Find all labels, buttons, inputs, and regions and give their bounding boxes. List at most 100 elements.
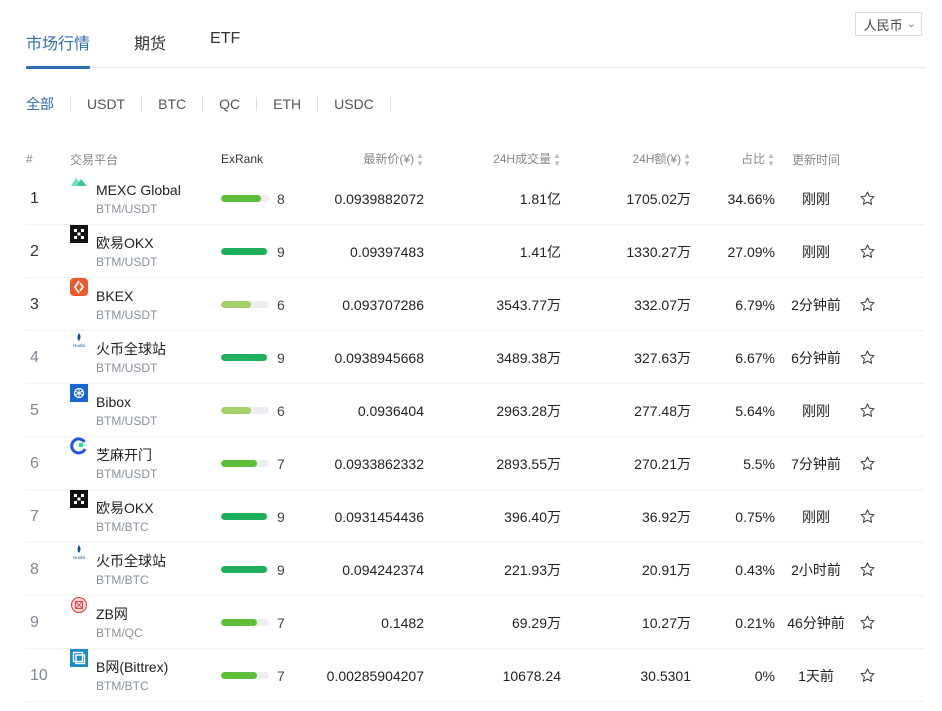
share-percent: 0.21%	[735, 614, 775, 631]
rank-number: 4	[30, 348, 39, 366]
exrank-score: 9	[277, 508, 285, 525]
table-row-1[interactable]: 1 MEXC Global BTM/USDT 8 0.0939882072 1.…	[26, 172, 924, 225]
exchange-name[interactable]: B网(Bittrex)	[96, 658, 169, 675]
divider	[141, 97, 143, 111]
updated-time: 刚刚	[802, 243, 830, 260]
exchange-info: 欧易OKX BTM/BTC	[96, 490, 154, 543]
rank-number: 7	[30, 507, 39, 525]
trading-pair[interactable]: BTM/BTC	[96, 519, 149, 534]
exrank-bar-fill	[221, 195, 261, 202]
col-share-sort[interactable]: 占比 ▲ ▼	[741, 150, 775, 168]
filter-eth[interactable]: ETH	[273, 96, 302, 112]
latest-price: 0.1482	[381, 614, 424, 631]
mexc-logo-icon	[70, 172, 88, 190]
col-price-sort[interactable]: 最新价(¥) ▲ ▼	[363, 150, 424, 168]
exchange-name[interactable]: 火币全球站	[96, 340, 166, 357]
volume-24h: 1.41亿	[519, 243, 561, 260]
bittrex-logo-icon	[70, 649, 88, 667]
exchange-name[interactable]: ZB网	[96, 605, 128, 622]
exrank-indicator: 8	[221, 172, 285, 225]
trading-pair[interactable]: BTM/USDT	[96, 201, 158, 216]
latest-price: 0.0939882072	[334, 190, 424, 207]
amount-24h: 270.21万	[634, 455, 691, 472]
table-row-2[interactable]: 2 欧易OKX BTM/USDT 9 0.09397483 1.41亿 1330…	[26, 225, 924, 278]
exrank-indicator: 9	[221, 225, 285, 278]
filter-qc[interactable]: QC	[219, 96, 241, 112]
star-icon[interactable]	[857, 649, 877, 702]
trading-pair[interactable]: BTM/QC	[96, 625, 143, 640]
volume-24h: 3489.38万	[496, 349, 561, 366]
exchange-name[interactable]: MEXC Global	[96, 181, 181, 198]
okx-logo-icon	[70, 225, 88, 243]
tab-market[interactable]: 市场行情	[26, 30, 91, 69]
table-row-5[interactable]: 5 Bibox BTM/USDT 6 0.0936404 2963.28万 27…	[26, 384, 924, 437]
exrank-indicator: 7	[221, 596, 285, 649]
trading-pair[interactable]: BTM/USDT	[96, 254, 158, 269]
star-icon[interactable]	[857, 278, 877, 331]
exchange-name[interactable]: 火币全球站	[96, 552, 166, 569]
trading-pair[interactable]: BTM/BTC	[96, 678, 149, 693]
zb-logo-icon	[70, 596, 88, 614]
exrank-bar-fill	[221, 460, 257, 467]
star-icon[interactable]	[857, 490, 877, 543]
star-icon[interactable]	[857, 543, 877, 596]
rank-number: 5	[30, 401, 39, 419]
star-icon[interactable]	[857, 172, 877, 225]
filter-usdc[interactable]: USDC	[334, 96, 374, 112]
tab-futures[interactable]: 期货	[134, 36, 167, 53]
table-header: # 交易平台 ExRank 最新价(¥) ▲ ▼ 24H成交量 ▲ ▼ 24H额(¥) ▲…	[26, 146, 924, 172]
exchange-name[interactable]: Bibox	[96, 393, 132, 410]
currency-select[interactable]: 人民币 ⌄	[854, 12, 922, 36]
trading-pair[interactable]: BTM/BTC	[96, 572, 149, 587]
share-percent: 5.64%	[735, 402, 775, 419]
amount-24h: 1330.27万	[626, 243, 691, 260]
exchange-info: B网(Bittrex) BTM/BTC	[96, 649, 168, 702]
table-row-7[interactable]: 7 欧易OKX BTM/BTC 9 0.0931454436 396.40万 3…	[26, 490, 924, 543]
exrank-bar-fill	[221, 301, 251, 308]
exchange-info: 火币全球站 BTM/USDT	[96, 331, 166, 384]
exchange-name[interactable]: 芝麻开门	[96, 446, 152, 463]
amount-24h: 30.5301	[640, 667, 691, 684]
filter-usdt[interactable]: USDT	[87, 96, 126, 112]
trading-pair[interactable]: BTM/USDT	[96, 413, 158, 428]
table-row-8[interactable]: 8 Huobi 火币全球站 BTM/BTC 9 0.094242374 221.…	[26, 543, 924, 596]
trading-pair[interactable]: BTM/USDT	[96, 466, 158, 481]
chevron-down-icon: ⌄	[905, 18, 917, 30]
star-icon[interactable]	[857, 437, 877, 490]
filter-btc[interactable]: BTC	[158, 96, 187, 112]
share-percent: 0.75%	[735, 508, 775, 525]
tab-etf[interactable]: ETF	[210, 30, 241, 47]
star-icon[interactable]	[857, 384, 877, 437]
amount-24h: 327.63万	[634, 349, 691, 366]
tab-bar: 市场行情 期货 ETF	[26, 30, 284, 69]
latest-price: 0.093707286	[342, 296, 424, 313]
amount-24h: 20.91万	[641, 561, 691, 578]
divider	[70, 97, 71, 111]
okx-logo-icon	[70, 490, 88, 508]
rank-number: 6	[30, 454, 39, 472]
table-row-4[interactable]: 4 Huobi 火币全球站 BTM/USDT 9 0.0938945668 34…	[26, 331, 924, 384]
share-percent: 6.79%	[735, 296, 775, 313]
share-percent: 5.5%	[743, 455, 775, 472]
volume-24h: 221.93万	[504, 561, 561, 578]
table-row-10[interactable]: 10 B网(Bittrex) BTM/BTC 7 0.00285904207 1…	[26, 649, 924, 702]
updated-time: 1天前	[798, 667, 834, 684]
exrank-bar	[221, 619, 269, 626]
filter-all[interactable]: 全部	[26, 96, 54, 112]
col-amount-sort[interactable]: 24H额(¥) ▲ ▼	[632, 150, 691, 168]
table-row-6[interactable]: 6 芝麻开门 BTM/USDT 7 0.0933862332 2893.55万 …	[26, 437, 924, 490]
star-icon[interactable]	[857, 331, 877, 384]
table-row-3[interactable]: 3 BKEX BTM/USDT 6 0.093707286 3543.77万 3…	[26, 278, 924, 331]
exchange-name[interactable]: 欧易OKX	[96, 234, 154, 251]
star-icon[interactable]	[857, 225, 877, 278]
share-percent: 27.09%	[727, 243, 775, 260]
exchange-name[interactable]: BKEX	[96, 287, 134, 304]
trading-pair[interactable]: BTM/USDT	[96, 307, 158, 322]
col-price: 最新价(¥)	[363, 152, 415, 167]
trading-pair[interactable]: BTM/USDT	[96, 360, 158, 375]
table-row-9[interactable]: 9 ZB网 BTM/QC 7 0.1482 69.29万 10.27万 0.21…	[26, 596, 924, 649]
col-volume-sort[interactable]: 24H成交量 ▲ ▼	[493, 150, 561, 168]
currency-label: 人民币	[863, 17, 903, 33]
exchange-name[interactable]: 欧易OKX	[96, 499, 154, 516]
star-icon[interactable]	[857, 596, 877, 649]
